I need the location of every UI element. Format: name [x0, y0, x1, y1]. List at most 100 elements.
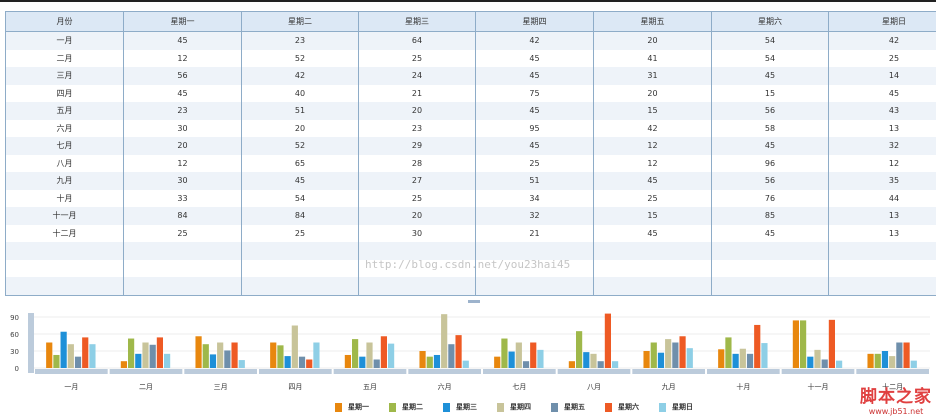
table-row[interactable]: 十一月 84 84 20 32 15 85 13	[5, 207, 936, 225]
bar	[501, 338, 508, 368]
table-cell: 43	[828, 102, 936, 120]
x-tick-label: 一月	[64, 383, 78, 391]
table-row[interactable]: 八月 12 65 28 25 12 96 12	[5, 154, 936, 172]
table-cell: 95	[475, 119, 594, 137]
bar	[576, 331, 583, 368]
table-row[interactable]: 三月 56 42 24 45 31 45 14	[5, 67, 936, 85]
bar	[612, 361, 619, 368]
table-cell: 35	[828, 172, 936, 190]
table-cell	[123, 242, 242, 260]
bar	[238, 360, 245, 368]
table-cell: 85	[711, 207, 829, 225]
legend-item[interactable]: 星期六	[605, 402, 639, 412]
table-row[interactable]: 一月 45 23 64 42 20 54 42	[5, 31, 936, 50]
table-row[interactable]	[5, 242, 936, 260]
table-cell	[5, 259, 124, 277]
site-logo: 脚本之家 www.jb51.net	[860, 382, 932, 416]
table-cell: 12	[593, 154, 712, 172]
table-row[interactable]: 九月 30 45 27 51 45 56 35	[5, 172, 936, 190]
x-tick-label: 九月	[662, 382, 676, 391]
column-header[interactable]: 星期五	[593, 11, 712, 32]
bar	[650, 342, 657, 368]
table-row[interactable]: 十二月 25 25 30 21 45 45 13	[5, 224, 936, 242]
bar	[679, 336, 686, 368]
table-cell: 54	[241, 189, 359, 207]
bar	[537, 349, 544, 368]
logo-name: 脚本之家	[860, 387, 932, 407]
table-cell: 45	[475, 102, 594, 120]
grid-header-row: 月份 星期一 星期二 星期三 星期四 星期五 星期六 星期日	[5, 11, 936, 32]
watermark: http://blog.csdn.net/you23hai45	[365, 258, 571, 271]
legend-item[interactable]: 星期二	[389, 402, 423, 412]
bar	[388, 343, 395, 368]
bar	[754, 324, 761, 368]
legend-label: 星期五	[564, 403, 585, 411]
table-cell: 54	[711, 49, 829, 67]
table-row[interactable]: 六月 30 20 23 95 42 58 13	[5, 119, 936, 137]
table-cell: 58	[711, 119, 829, 137]
table-cell: 13	[828, 207, 936, 225]
column-header[interactable]: 星期三	[358, 11, 476, 32]
bar	[60, 331, 67, 368]
bar	[74, 356, 82, 368]
bar	[896, 342, 903, 368]
table-cell: 27	[358, 172, 476, 190]
column-header[interactable]: 星期一	[123, 11, 242, 32]
y-tick-label: 0	[15, 365, 19, 373]
y-tick-label: 30	[10, 348, 19, 356]
table-row[interactable]: 四月 45 40 21 75 20 15 45	[5, 84, 936, 102]
table-cell: 54	[711, 31, 829, 50]
table-cell: 76	[711, 189, 829, 207]
table-cell: 28	[358, 154, 476, 172]
table-cell	[123, 259, 242, 277]
x-tick-label: 五月	[363, 383, 377, 391]
legend-item[interactable]: 星期一	[335, 402, 369, 412]
legend-item[interactable]: 星期五	[551, 402, 585, 412]
y-tick-label: 60	[10, 331, 19, 339]
legend-label: 星期二	[402, 403, 423, 411]
table-cell: 56	[123, 67, 242, 85]
x-axis-segment	[35, 369, 108, 374]
bar	[597, 361, 604, 368]
legend-item[interactable]: 星期三	[443, 402, 477, 412]
bar	[46, 342, 53, 368]
table-cell: 四月	[5, 84, 124, 102]
table-cell: 32	[828, 137, 936, 155]
bar	[224, 350, 231, 368]
table-row[interactable]	[5, 259, 936, 277]
table-row[interactable]	[5, 277, 936, 296]
table-cell: 23	[241, 31, 359, 50]
table-row[interactable]: 二月 12 52 25 45 41 54 25	[5, 49, 936, 67]
x-tick-label: 十二月	[882, 382, 903, 391]
table-cell	[711, 259, 829, 277]
legend-item[interactable]: 星期四	[497, 402, 531, 412]
column-header[interactable]: 月份	[5, 11, 124, 32]
bar	[164, 353, 171, 368]
table-cell: 23	[123, 102, 242, 120]
x-axis-segment	[259, 369, 332, 374]
table-row[interactable]: 七月 20 52 29 45 12 45 32	[5, 137, 936, 155]
legend-label: 星期一	[348, 403, 369, 411]
bar	[828, 319, 835, 368]
bar	[67, 344, 74, 368]
column-header[interactable]: 星期四	[475, 11, 594, 32]
bar	[746, 353, 754, 368]
table-cell: 41	[593, 49, 712, 67]
column-header[interactable]: 星期二	[241, 11, 359, 32]
legend-item[interactable]: 星期日	[659, 402, 693, 412]
splitter-handle[interactable]	[468, 300, 480, 303]
bar	[270, 342, 277, 368]
column-header[interactable]: 星期六	[711, 11, 829, 32]
table-cell: 42	[475, 31, 594, 50]
table-cell: 15	[593, 207, 712, 225]
table-cell: 44	[828, 189, 936, 207]
table-row[interactable]: 五月 23 51 20 45 15 56 43	[5, 102, 936, 120]
x-axis-segment	[856, 369, 929, 374]
table-cell: 十月	[5, 189, 124, 207]
table-cell: 12	[123, 154, 242, 172]
table-cell: 12	[828, 154, 936, 172]
table-row[interactable]: 十月 33 54 25 34 25 76 44	[5, 189, 936, 207]
bar	[298, 356, 306, 368]
column-header[interactable]: 星期日	[828, 11, 936, 32]
table-cell: 45	[711, 137, 829, 155]
